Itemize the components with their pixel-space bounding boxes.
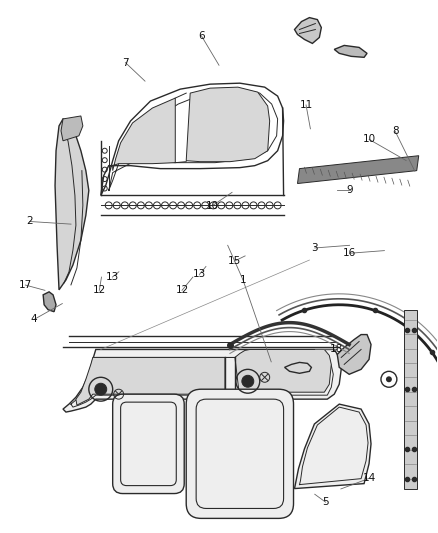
Polygon shape — [235, 350, 331, 399]
Text: 10: 10 — [363, 134, 376, 144]
Polygon shape — [113, 98, 175, 171]
Polygon shape — [55, 119, 89, 290]
Text: 8: 8 — [392, 126, 399, 136]
Text: 3: 3 — [311, 243, 318, 253]
Polygon shape — [61, 116, 83, 141]
Text: 14: 14 — [363, 473, 376, 483]
Circle shape — [242, 375, 254, 387]
Polygon shape — [63, 350, 341, 412]
Circle shape — [386, 376, 392, 382]
Text: 12: 12 — [93, 285, 106, 295]
Polygon shape — [404, 310, 417, 489]
Text: 4: 4 — [31, 314, 37, 325]
Text: 5: 5 — [322, 497, 329, 507]
Text: 13: 13 — [193, 270, 206, 279]
Polygon shape — [294, 18, 321, 43]
Text: 13: 13 — [106, 272, 119, 282]
Text: 17: 17 — [19, 280, 32, 290]
Text: 10: 10 — [206, 200, 219, 211]
Text: 7: 7 — [122, 58, 129, 68]
FancyBboxPatch shape — [113, 394, 184, 494]
Text: 12: 12 — [175, 285, 189, 295]
FancyBboxPatch shape — [186, 389, 293, 519]
Polygon shape — [294, 404, 371, 489]
Text: 2: 2 — [26, 216, 33, 227]
Text: 9: 9 — [346, 185, 353, 195]
Text: 15: 15 — [228, 256, 241, 266]
Polygon shape — [43, 292, 56, 312]
Polygon shape — [334, 45, 367, 58]
Text: 1: 1 — [240, 274, 246, 285]
Polygon shape — [186, 87, 270, 161]
Polygon shape — [297, 156, 419, 183]
Text: 11: 11 — [300, 100, 313, 110]
Polygon shape — [76, 358, 225, 405]
Text: 18: 18 — [330, 344, 343, 353]
Text: 16: 16 — [343, 248, 356, 259]
Polygon shape — [337, 335, 371, 374]
Text: 6: 6 — [198, 31, 205, 41]
Circle shape — [95, 383, 107, 395]
